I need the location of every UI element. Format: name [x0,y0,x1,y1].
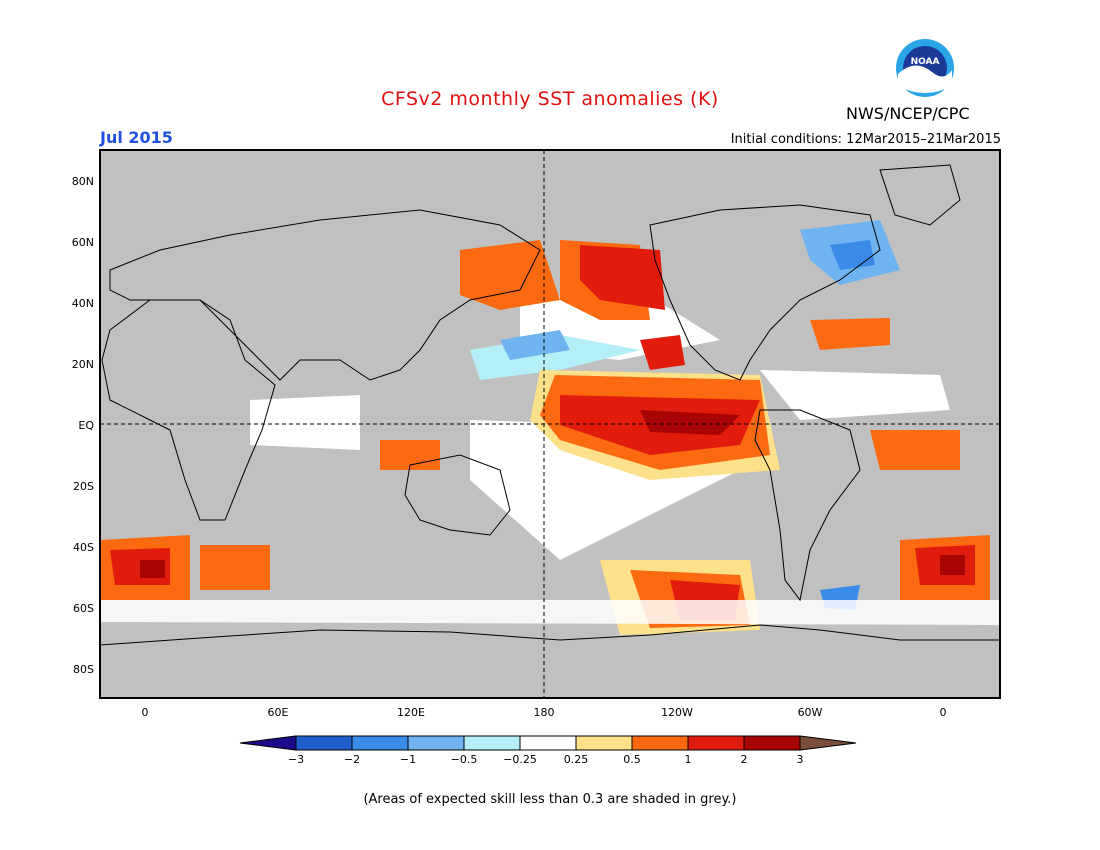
map-frame [99,149,1001,699]
colorbar-tick-label: 1 [685,753,692,766]
colorbar-swatch [351,735,409,751]
map-panel [99,149,1001,699]
noaa-logo-icon: NOAA [896,39,954,97]
anomaly-region-neutral-southern-ocean [100,600,1000,625]
colorbar-tick-label: −2 [344,753,360,766]
lat-tick-label: 20S [73,480,94,493]
lat-tick-label: 80N [72,175,94,188]
colorbar-swatch [575,735,633,751]
anomaly-region-darkred-enso [640,410,740,435]
footnote: (Areas of expected skill less than 0.3 a… [363,792,737,807]
colorbar-tick-label: −1 [400,753,416,766]
colorbar-tick-label: −0.5 [451,753,478,766]
anomaly-region-red-ne-pacific [580,245,665,310]
coastline-north-america [649,204,881,381]
colorbar-swatch [295,735,353,751]
lon-tick-label: 0 [142,706,149,719]
colorbar-swatch [519,735,577,751]
coastlines [100,164,1000,646]
target-month-label: Jul 2015 [100,128,173,147]
lat-tick-label: 60S [73,602,94,615]
lat-tick-label: 40S [73,541,94,554]
anomaly-region-blue-north-pacific [500,330,570,360]
lat-tick-label: 20N [72,358,94,371]
colorbar-tick-label: 0.5 [623,753,641,766]
lon-tick-label: 60E [268,706,289,719]
colorbar-swatch [631,735,689,751]
lon-tick-label: 60W [798,706,823,719]
anomaly-region-neutral-indian [250,395,360,450]
lat-tick-label: EQ [78,419,94,432]
colorbar-tick-label: −0.25 [503,753,537,766]
colorbar-swatch [743,735,801,751]
colorbar-swatch [463,735,521,751]
colorbar-tick-label: 2 [741,753,748,766]
chart-title: CFSv2 monthly SST anomalies (K) [381,88,719,110]
latitude-axis: 80N 60N 40N 20N EQ 20S 40S 60S 80S [72,175,95,676]
lon-tick-label: 180 [534,706,555,719]
lat-tick-label: 40N [72,297,94,310]
initial-conditions-label: Initial conditions: 12Mar2015–21Mar2015 [730,132,1001,147]
coastline-greenland [879,164,961,226]
colorbar-tick-label: 0.25 [564,753,589,766]
coastline-south-america [754,409,861,602]
coastline-africa [101,299,276,521]
coastline-australia [404,454,511,536]
organization-label: NWS/NCEP/CPC [846,104,970,123]
lat-tick-label: 60N [72,236,94,249]
coastline-eurasia [109,209,541,381]
coastline-antarctica [100,624,1000,646]
colorbar-low-arrow [239,735,297,751]
colorbar: −3 −2 −1 −0.5 −0.25 0.25 0.5 1 2 3 [239,735,857,766]
lon-tick-label: 120E [397,706,425,719]
anomaly-fields [100,220,1000,635]
anomaly-region-red-east-pacific [640,335,685,370]
colorbar-high-arrow [799,735,857,751]
anomaly-region-neutral-atlantic [760,370,950,420]
lat-tick-label: 80S [73,663,94,676]
anomaly-region-orange-gulf-stream [810,318,890,350]
longitude-axis: 0 60E 120E 180 120W 60W 0 [142,706,947,719]
logo-text: NOAA [911,57,940,67]
colorbar-tick-label: 3 [797,753,804,766]
colorbar-swatch [687,735,745,751]
anomaly-region-orange-nw-pacific [460,240,560,310]
anomaly-region-orange-south-indian [200,545,270,590]
anomaly-region-orange-south-atlantic [870,430,960,470]
anomaly-region-darkred-south-west [140,560,165,578]
colorbar-tick-label: −3 [288,753,304,766]
colorbar-swatch [407,735,465,751]
anomaly-region-darkred-south-east [940,555,965,575]
lon-tick-label: 120W [661,706,693,719]
lon-tick-label: 0 [940,706,947,719]
